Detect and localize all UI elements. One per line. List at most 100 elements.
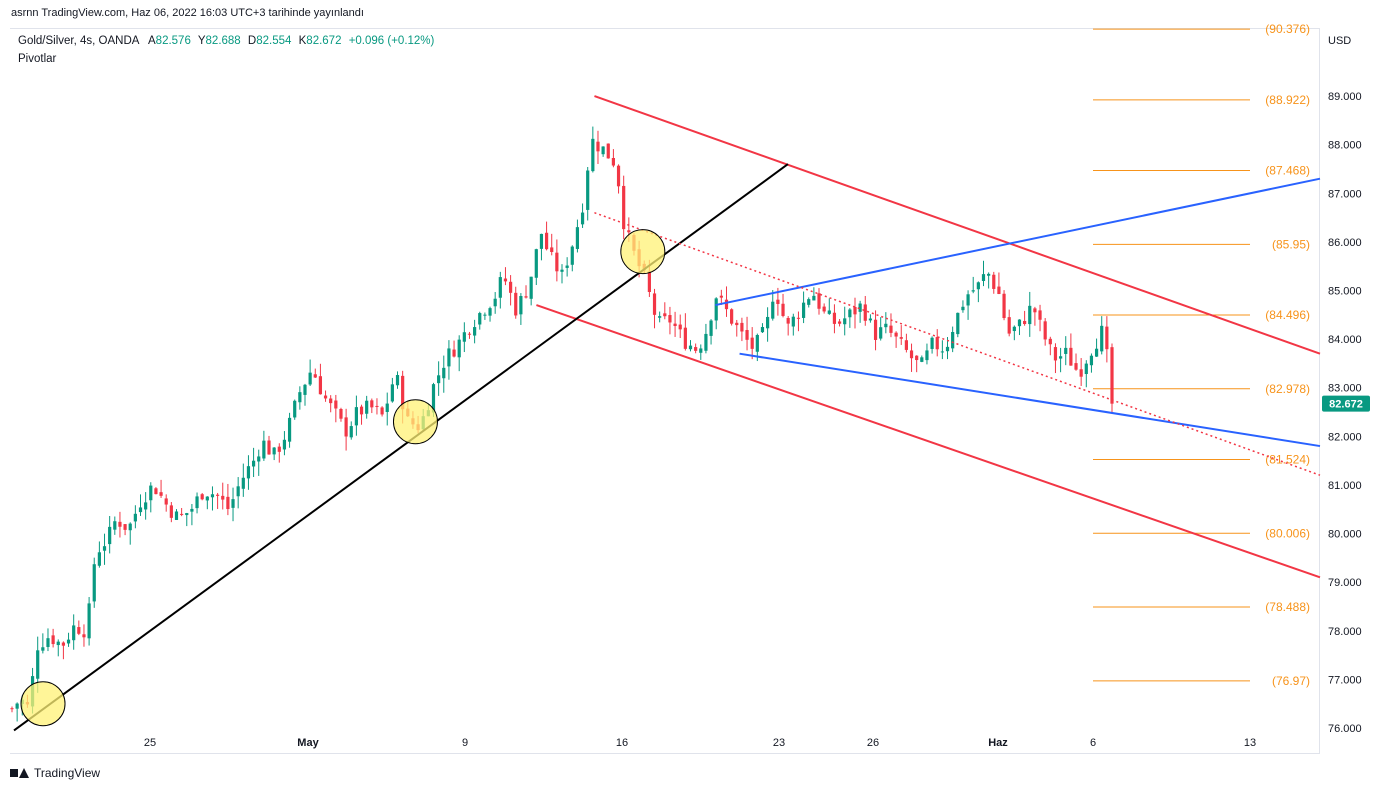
candle-body xyxy=(1043,321,1047,340)
candle-body xyxy=(915,355,919,361)
candle-body xyxy=(1089,355,1094,366)
pivot-label: (84.496) xyxy=(1265,308,1310,322)
candle-body xyxy=(128,523,132,531)
candle-body xyxy=(190,508,194,512)
y-tick-label: 88.000 xyxy=(1328,140,1362,152)
candle-body xyxy=(359,406,364,415)
candle-body xyxy=(714,298,718,321)
candle-body xyxy=(97,552,101,566)
y-tick-label: 85.000 xyxy=(1328,286,1362,298)
candle-body xyxy=(457,339,461,358)
candle-body xyxy=(354,407,358,426)
pivot-label: (81.524) xyxy=(1265,452,1310,466)
y-tick-label: 80.000 xyxy=(1328,529,1362,541)
candle-body xyxy=(565,265,569,268)
candle-body xyxy=(36,650,40,679)
candle-body xyxy=(832,312,837,324)
pivot-label: (85.95) xyxy=(1272,237,1310,251)
highlight-circle xyxy=(620,229,666,275)
close-label: K xyxy=(298,35,307,47)
candle-body xyxy=(550,247,554,252)
price-axis: USD 89.000 88.000 87.000 86.000 85.000 84.000 8… xyxy=(1322,35,1370,735)
candle-body xyxy=(82,634,86,638)
candle-body xyxy=(796,317,801,319)
candle-body xyxy=(652,293,657,315)
candle-body xyxy=(498,277,502,298)
candle-body xyxy=(586,170,590,210)
candle-body xyxy=(781,303,785,316)
candle-body xyxy=(961,306,965,311)
candle-body xyxy=(699,348,703,353)
candle-body xyxy=(92,564,96,602)
candle-body xyxy=(760,327,765,333)
trend-lines xyxy=(13,95,1321,732)
candle-body xyxy=(334,400,338,409)
candle-body xyxy=(524,296,528,298)
change-value: +0.096 (+0.12%) xyxy=(348,35,435,47)
candle-body xyxy=(709,320,713,336)
candle-body xyxy=(529,276,533,299)
candle-body xyxy=(205,496,209,501)
x-tick-label: 23 xyxy=(773,737,785,749)
last-price-badge xyxy=(1322,395,1370,412)
candle-body xyxy=(519,296,523,315)
candle-body xyxy=(858,303,862,312)
pivot-levels: (90.376) (88.922) (87.468) (85.95) (84.496) (… xyxy=(1093,22,1310,688)
candle-body xyxy=(1064,347,1068,354)
candle-body xyxy=(735,322,739,326)
candle-body xyxy=(873,319,878,340)
low-label: D xyxy=(247,35,257,47)
candle-body xyxy=(663,313,667,317)
pivot-label: (82.978) xyxy=(1265,382,1310,396)
candle-body xyxy=(658,316,662,318)
y-tick-label: 86.000 xyxy=(1328,237,1362,249)
candle-body xyxy=(277,446,281,452)
candle-body xyxy=(868,318,873,321)
candle-body xyxy=(395,375,400,386)
high-value: 82.688 xyxy=(205,35,241,47)
candle-body xyxy=(293,400,297,418)
candle-body xyxy=(251,460,256,467)
candle-body xyxy=(144,502,148,510)
y-tick-label: 77.000 xyxy=(1328,674,1362,686)
candle-body xyxy=(323,395,328,399)
candle-body xyxy=(180,513,184,515)
candle-body xyxy=(329,398,333,404)
candle-body xyxy=(539,233,544,249)
candle-body xyxy=(730,309,734,324)
candle-body xyxy=(940,351,944,353)
blue-wedge-upper-line xyxy=(715,177,1321,307)
candle-body xyxy=(1028,305,1032,325)
candle-body xyxy=(560,269,564,272)
red-channel-top-line xyxy=(594,95,1321,355)
published-by-text: asrnn TradingView.com, Haz 06, 2022 16:0… xyxy=(11,7,364,19)
candle-body xyxy=(375,405,379,407)
candle-body xyxy=(724,299,729,310)
candle-body xyxy=(339,409,343,419)
candle-body xyxy=(827,310,831,314)
candle-body xyxy=(15,703,19,709)
candle-body xyxy=(688,345,693,350)
candle-body xyxy=(544,232,549,250)
candle-body xyxy=(10,708,14,710)
low-value: 82.554 xyxy=(256,35,292,47)
candle-body xyxy=(41,647,45,651)
candle-body xyxy=(262,440,266,459)
candle-body xyxy=(72,625,76,641)
candle-body xyxy=(149,485,153,501)
blue-wedge-lower-line xyxy=(739,352,1321,448)
candle-body xyxy=(1012,326,1016,332)
candle-body xyxy=(704,333,708,351)
candle-body xyxy=(380,407,384,415)
candle-body xyxy=(452,349,456,357)
candle-body xyxy=(534,249,538,278)
candles xyxy=(10,126,1114,722)
indicator-label[interactable]: Pivotlar xyxy=(18,53,57,65)
candle-body xyxy=(899,337,903,339)
candle-body xyxy=(622,185,626,230)
candle-body xyxy=(174,511,179,520)
symbol-name[interactable]: Gold/Silver, 4s, OANDA xyxy=(18,35,140,47)
tradingview-logo[interactable]: TradingView xyxy=(10,766,100,780)
candle-body xyxy=(981,274,986,282)
